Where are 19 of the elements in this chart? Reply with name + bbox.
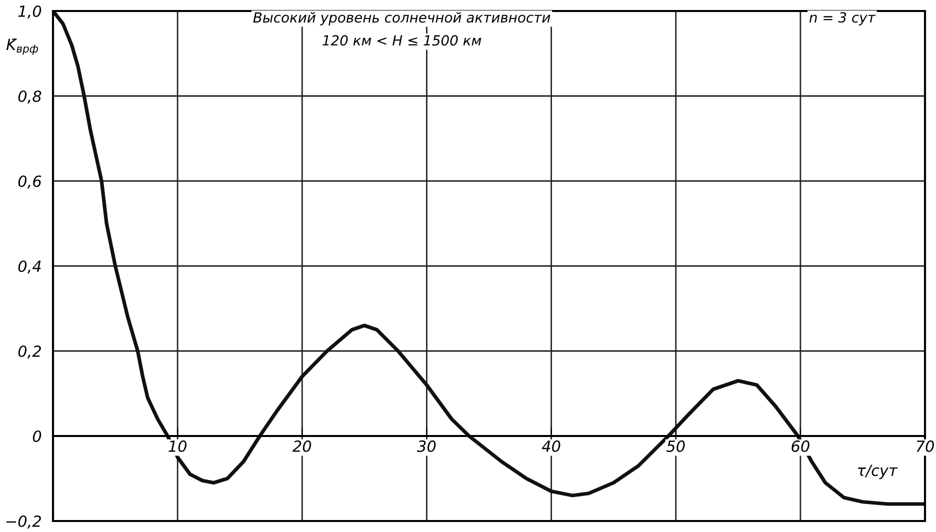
x-tick-label: 40 xyxy=(542,440,560,452)
y-tick-label: 0,2 xyxy=(18,345,41,359)
y-tick-label: 0,6 xyxy=(18,175,42,189)
x-tick-label: 10 xyxy=(168,440,187,452)
y-tick-label: 1,0 xyxy=(18,5,42,19)
x-tick-label: 20 xyxy=(292,440,312,452)
x-axis-title: τ/сут xyxy=(858,464,898,480)
x-tick-label: 30 xyxy=(417,440,436,452)
x-tick-label: 50 xyxy=(666,440,685,452)
x-tick-label: 60 xyxy=(792,440,810,452)
x-tick-label: 70 xyxy=(916,440,934,452)
annotation: n = 3 сут xyxy=(809,12,876,26)
y-tick-label: 0 xyxy=(32,430,42,442)
y-tick-label: 0,8 xyxy=(18,90,42,104)
y-axis-title: K̄$_{врф}$ xyxy=(6,38,38,55)
y-tick-label: −0,2 xyxy=(6,515,41,529)
y-tick-label: 0,4 xyxy=(18,260,41,274)
annotation: Высокий уровень солнечной активности xyxy=(253,12,550,26)
annotation: 120 км < H ≤ 1500 км xyxy=(322,35,482,46)
